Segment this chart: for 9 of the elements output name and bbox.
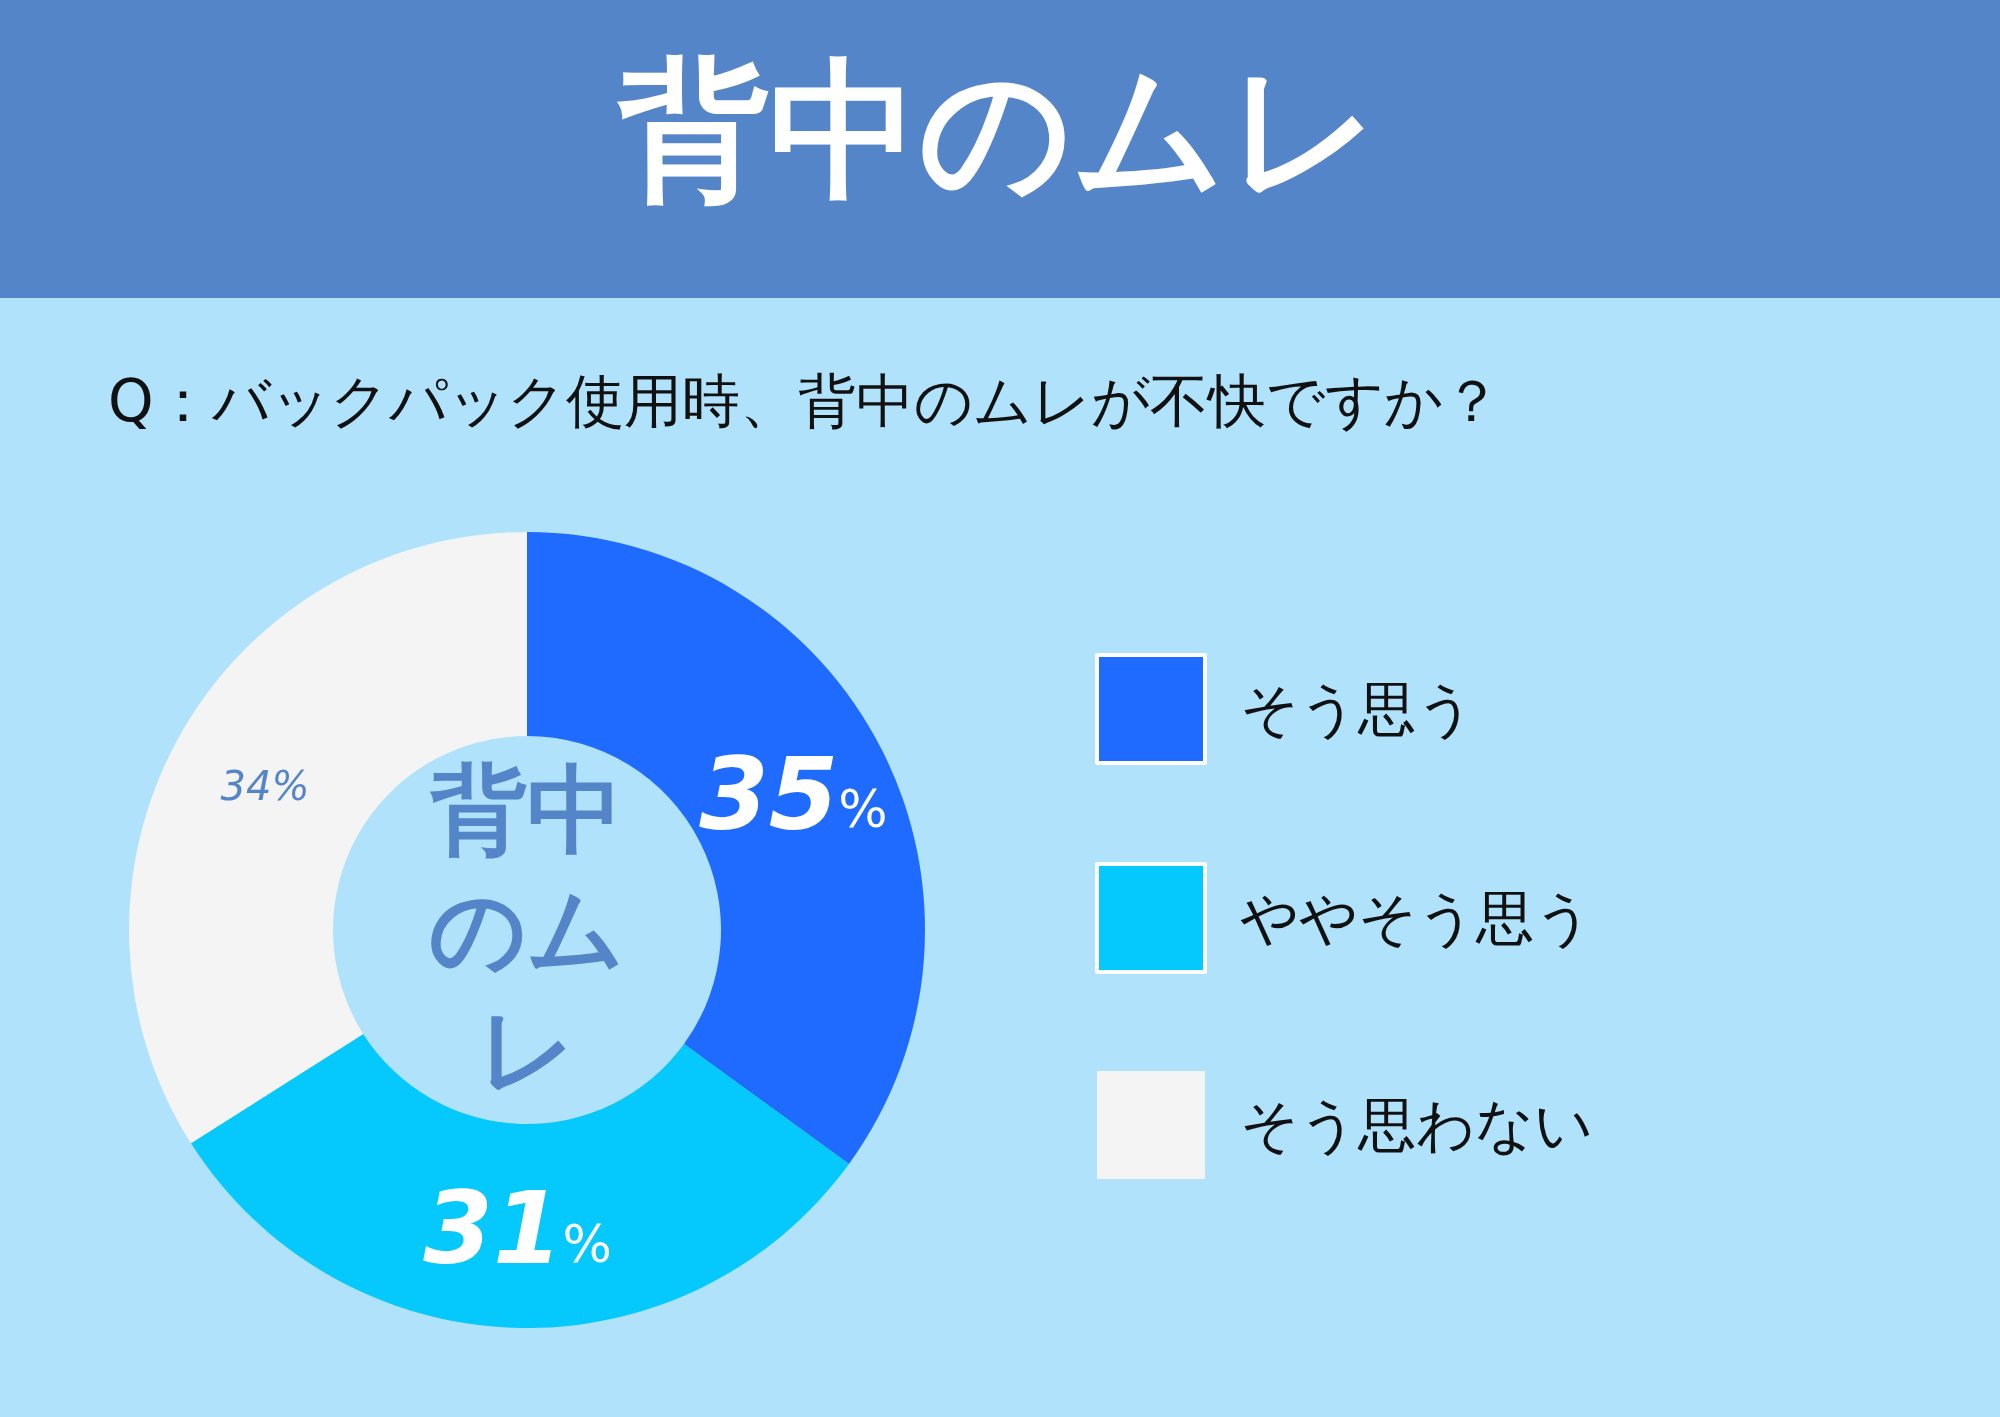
- legend-label: そう思う: [1240, 675, 1475, 743]
- data-label: 31%: [423, 1170, 612, 1288]
- text: 背中のムレ: [429, 754, 625, 1106]
- legend-label: ややそう思う: [1240, 884, 1593, 952]
- chart-subtitle: Q：バックパック使用時、背中のムレが不快ですか？: [108, 367, 1501, 435]
- data-label: 35%: [699, 735, 888, 853]
- data-label: 34%: [220, 762, 310, 809]
- chart-title: 背中のムレ: [616, 43, 1381, 217]
- legend-label: そう思わない: [1240, 1091, 1593, 1159]
